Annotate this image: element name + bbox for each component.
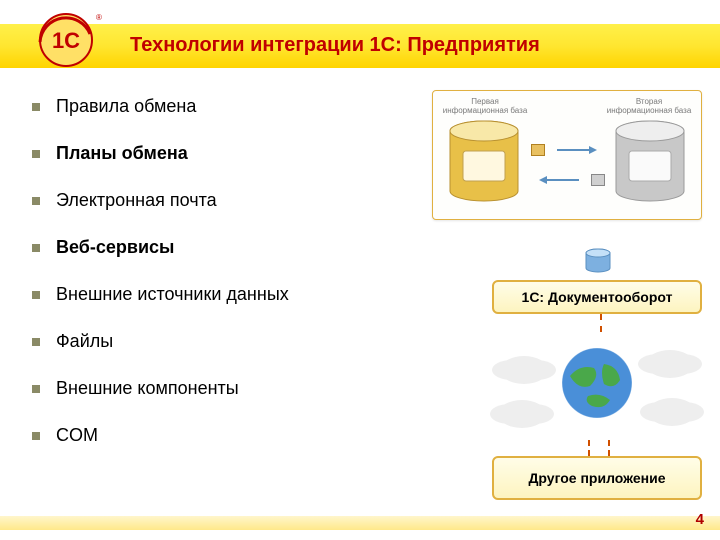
list-item: COM [32, 425, 392, 446]
bullet-icon [32, 150, 40, 158]
bullet-icon [32, 432, 40, 440]
other-app-label: Другое приложение [528, 470, 665, 486]
doc-workflow-label: 1С: Документооборот [522, 289, 673, 305]
globe-icon [560, 346, 634, 420]
bullet-icon [32, 197, 40, 205]
bullet-icon [32, 291, 40, 299]
list-item: Веб-сервисы [32, 237, 392, 258]
bullet-label: Правила обмена [56, 96, 196, 117]
footer-band [0, 516, 720, 530]
cloud-icon [500, 356, 548, 384]
list-item: Электронная почта [32, 190, 392, 211]
package-icon [591, 174, 605, 186]
arrow-right-icon [549, 146, 605, 154]
bullet-list: Правила обмена Планы обмена Электронная … [32, 96, 392, 472]
database-small-icon [584, 248, 612, 274]
globe-diagram [494, 330, 700, 440]
arrow-left-icon [531, 176, 587, 184]
list-item: Планы обмена [32, 143, 392, 164]
package-icon [531, 144, 545, 156]
database-icon [445, 119, 523, 205]
cloud-icon [646, 350, 694, 378]
bullet-label: Веб-сервисы [56, 237, 174, 258]
bullet-label: Внешние источники данных [56, 284, 289, 305]
list-item: Внешние источники данных [32, 284, 392, 305]
db-caption-left: Первая информационная база [439, 97, 531, 115]
svg-text:®: ® [96, 13, 102, 22]
svg-text:1C: 1C [52, 28, 80, 53]
other-app-box: Другое приложение [492, 456, 702, 500]
slide-title: Технологии интеграции 1С: Предприятия [130, 34, 540, 57]
bullet-icon [32, 103, 40, 111]
cloud-icon [498, 400, 546, 428]
bullet-icon [32, 338, 40, 346]
bullet-label: COM [56, 425, 98, 446]
database-icon [611, 119, 689, 205]
list-item: Внешние компоненты [32, 378, 392, 399]
list-item: Файлы [32, 331, 392, 352]
list-item: Правила обмена [32, 96, 392, 117]
bullet-label: Электронная почта [56, 190, 217, 211]
cloud-icon [648, 398, 696, 426]
page-number: 4 [696, 511, 704, 528]
db-exchange-diagram: Первая информационная база Вторая информ… [432, 90, 702, 220]
doc-workflow-box: 1С: Документооборот [492, 280, 702, 314]
exchange-arrows [531, 135, 605, 195]
bullet-icon [32, 244, 40, 252]
logo-1c: 1C ® [26, 10, 104, 68]
connector-line [588, 440, 590, 456]
bullet-label: Файлы [56, 331, 113, 352]
bullet-label: Внешние компоненты [56, 378, 239, 399]
bullet-label: Планы обмена [56, 143, 188, 164]
bullet-icon [32, 385, 40, 393]
db-caption-right: Вторая информационная база [603, 97, 695, 115]
connector-line [608, 440, 610, 456]
